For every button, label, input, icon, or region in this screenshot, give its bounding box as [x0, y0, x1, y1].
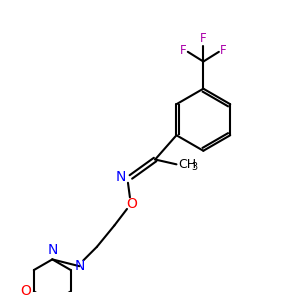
Text: CH: CH [178, 158, 196, 171]
Text: O: O [20, 284, 31, 298]
Text: N: N [48, 244, 58, 257]
Text: F: F [180, 44, 187, 57]
Text: O: O [126, 197, 137, 211]
Text: F: F [200, 32, 207, 45]
Text: 3: 3 [191, 162, 197, 172]
Text: N: N [116, 170, 126, 184]
Text: F: F [220, 44, 226, 57]
Text: N: N [74, 259, 85, 273]
